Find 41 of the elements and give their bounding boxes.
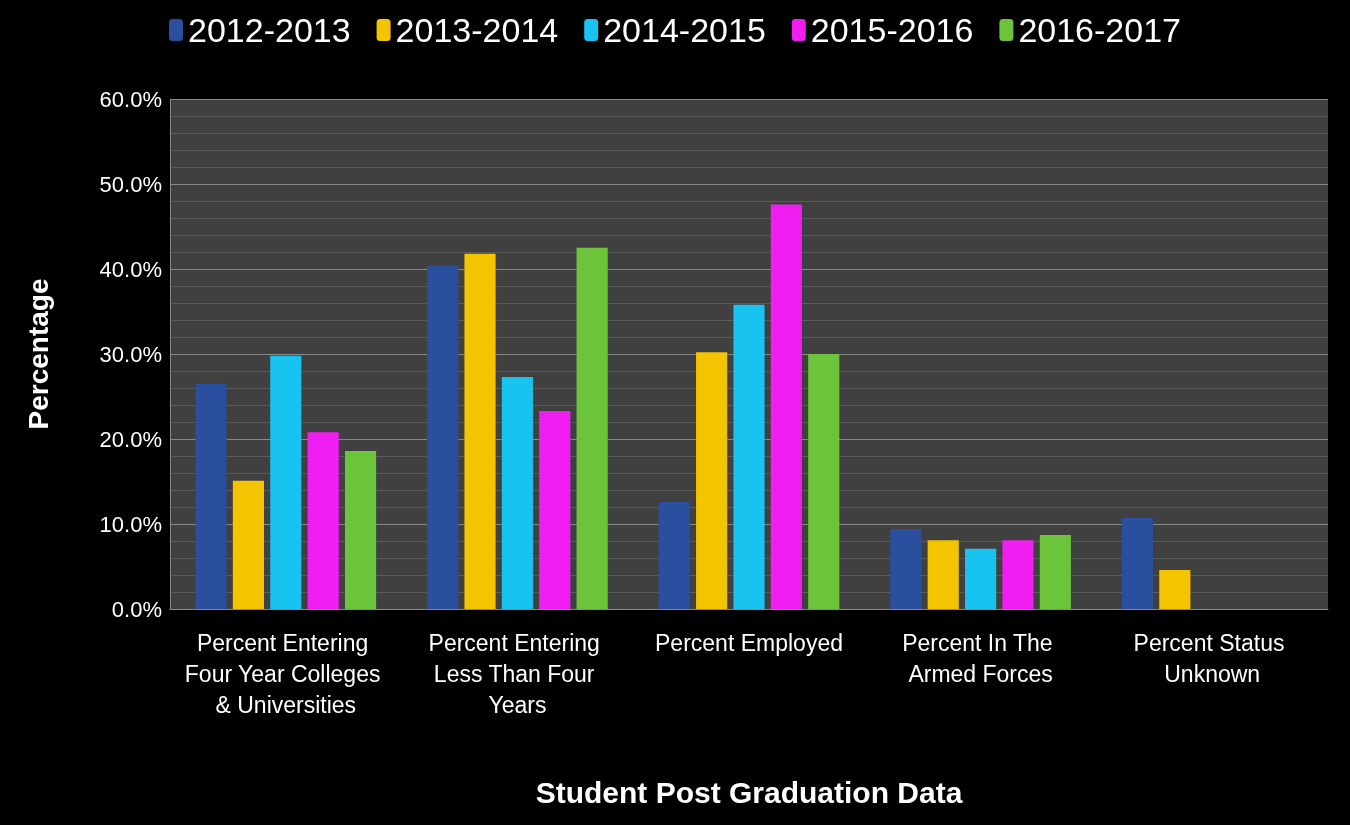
legend-label: 2015-2016 (810, 11, 974, 49)
y-tick-label: 30.0% (99, 341, 162, 367)
bar (770, 204, 802, 609)
y-tick-label: 50.0% (99, 171, 162, 197)
bar (501, 376, 533, 609)
bar (195, 383, 227, 609)
bar (890, 529, 922, 609)
bar (232, 480, 264, 609)
bar (733, 304, 765, 609)
y-tick-label: 40.0% (99, 256, 162, 282)
bar (270, 355, 302, 609)
x-tick-label: Percent Entering Four Year Colleges & Universities (184, 629, 387, 718)
y-tick-label: 60.0% (99, 86, 162, 112)
bar (927, 540, 959, 609)
bar (1159, 569, 1191, 609)
bar (696, 352, 728, 609)
bar (539, 410, 571, 609)
x-tick-label: Percent Entering Less Than Four Years (428, 629, 607, 718)
bar (808, 354, 840, 609)
x-tick-label: Percent Employed (655, 629, 843, 656)
legend-label: 2012-2013 (188, 11, 351, 49)
bar (344, 450, 377, 609)
x-tick-label: Percent In The Armed Forces (902, 629, 1060, 687)
bar (658, 501, 690, 609)
bar (464, 253, 496, 609)
bar (965, 548, 997, 609)
bar (427, 265, 459, 609)
bar (576, 247, 608, 609)
x-axis-title: Student Post Graduation Data (535, 775, 963, 809)
y-axis-title: Percentage (22, 278, 54, 430)
bar (1002, 540, 1034, 609)
y-tick-label: 20.0% (99, 426, 162, 452)
bar (1121, 518, 1154, 609)
legend-label: 2013-2014 (395, 11, 559, 49)
legend-label: 2016-2017 (1018, 11, 1181, 49)
bar (1039, 535, 1071, 609)
legend-label: 2014-2015 (603, 11, 766, 49)
bar (307, 432, 339, 609)
x-tick-label: Percent Status Unknown (1133, 629, 1291, 687)
y-tick-label: 10.0% (99, 511, 162, 537)
y-tick-label: 0.0% (111, 596, 162, 622)
